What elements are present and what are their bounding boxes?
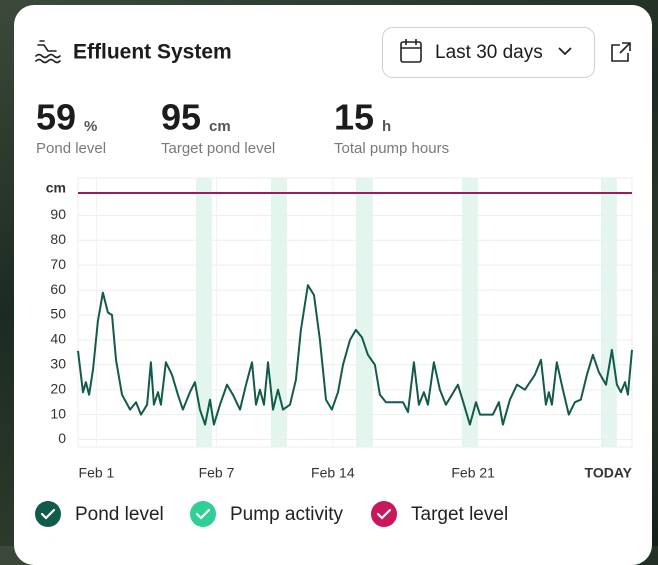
widget: Effluent System Last 30 days 59% Pond lev… bbox=[0, 0, 658, 546]
legend-checkbox bbox=[35, 501, 61, 527]
legend: Pond level Pump activity Target level bbox=[35, 501, 508, 527]
stat-value: 15 bbox=[334, 97, 374, 138]
y-tick-label: 10 bbox=[50, 405, 66, 421]
legend-label[interactable]: Pond level bbox=[75, 504, 164, 525]
effluent-icon bbox=[36, 41, 60, 63]
y-unit: cm bbox=[46, 180, 66, 196]
x-tick-label: Feb 7 bbox=[199, 465, 235, 481]
legend-checkbox bbox=[190, 501, 216, 527]
y-tick-label: 80 bbox=[50, 231, 66, 247]
stat-label: Pond level bbox=[36, 140, 106, 157]
legend-label[interactable]: Pump activity bbox=[230, 504, 343, 525]
y-tick-label: 40 bbox=[50, 331, 66, 347]
x-tick-label: Feb 21 bbox=[451, 465, 495, 481]
stats: 59% Pond level 95 cm Target pond level 15 h Tot… bbox=[36, 97, 449, 157]
x-tick-label: Feb 14 bbox=[311, 465, 355, 481]
stat-value: 59 bbox=[36, 97, 76, 138]
date-range-label[interactable]: Last 30 days bbox=[435, 42, 543, 63]
x-tick-label: TODAY bbox=[585, 465, 633, 481]
stat-value: 95 bbox=[161, 97, 201, 138]
y-tick-label: 70 bbox=[50, 256, 66, 272]
plot-frame bbox=[78, 178, 632, 447]
legend-checkbox bbox=[371, 501, 397, 527]
stat-unit: h bbox=[382, 118, 391, 135]
legend-label[interactable]: Target level bbox=[411, 504, 508, 525]
y-tick-label: 60 bbox=[50, 281, 66, 297]
chart: 0 10 20 30 40 50 60 70 80 90 cm Feb 1 Feb 7 Feb 14 Feb… bbox=[46, 178, 633, 481]
stat-label: Total pump hours bbox=[334, 140, 449, 157]
y-tick-label: 0 bbox=[58, 430, 66, 446]
stat-unit: % bbox=[84, 118, 97, 135]
y-tick-label: 90 bbox=[50, 206, 66, 222]
pump-band bbox=[601, 178, 617, 447]
external-link[interactable] bbox=[612, 43, 630, 61]
title: Effluent System bbox=[73, 41, 232, 64]
y-tick-label: 30 bbox=[50, 356, 66, 372]
x-tick-label: Feb 1 bbox=[79, 465, 115, 481]
y-tick-label: 20 bbox=[50, 380, 66, 396]
pump-band bbox=[356, 178, 373, 447]
stat-unit: cm bbox=[209, 118, 231, 135]
y-tick-label: 50 bbox=[50, 306, 66, 322]
date-range-button[interactable]: Last 30 days bbox=[383, 28, 595, 78]
page: {"header": {"title": "Effluent System", … bbox=[0, 0, 658, 546]
stat-label: Target pond level bbox=[161, 140, 275, 157]
